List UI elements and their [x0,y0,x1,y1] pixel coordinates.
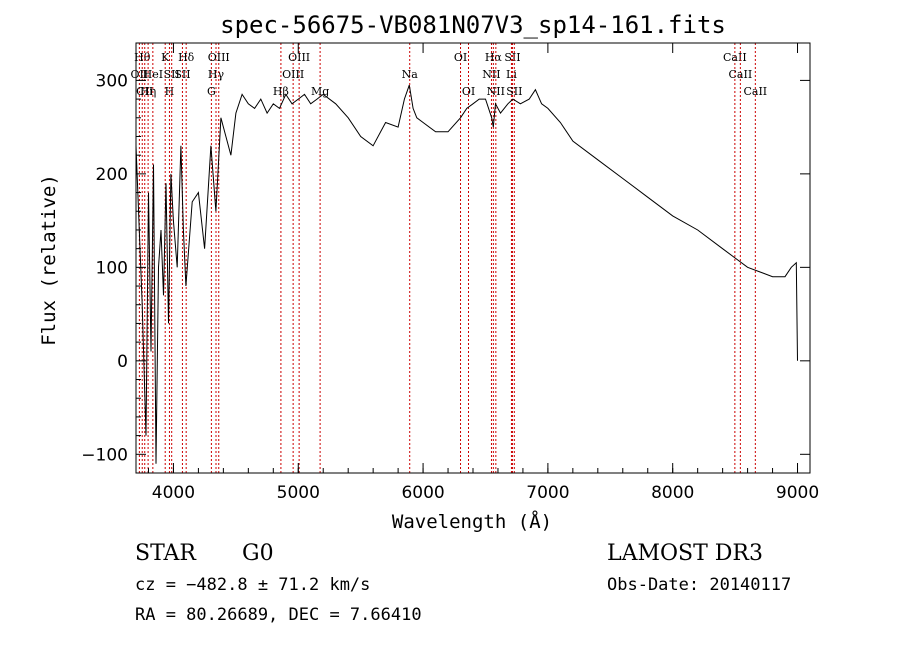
y-tick-label-4: 300 [96,71,128,91]
x-tick-label-5: 9000 [776,483,819,503]
line-label-23: Li [506,68,517,81]
y-tick-label-1: 0 [117,352,128,372]
y-tick-label-0: −100 [81,445,128,465]
x-tick-label-3: 7000 [526,483,569,503]
y-tick-label-3: 200 [96,165,128,185]
coordinates: RA = 80.26689, DEC = 7.66410 [135,605,422,625]
line-label-8: Hδ [178,51,195,64]
line-label-3: Hη [140,85,156,98]
spectrum-series-line [135,84,798,464]
line-label-21: Hα [485,51,503,64]
y-axis-label: Flux (relative) [38,174,60,346]
line-label-6: H [165,85,175,98]
line-label-25: SII [506,85,522,98]
line-label-1: OII [131,68,149,81]
x-tick-label-1: 5000 [277,483,320,503]
chart-title: spec-56675-VB081N07V3_sp14-161.fits [220,11,726,39]
line-label-7: SII [164,68,180,81]
redshift-velocity: cz = −482.8 ± 71.2 km/s [135,575,370,595]
y-tick-label-2: 100 [96,258,128,278]
x-tick-label-0: 4000 [152,483,195,503]
x-tick-label-2: 6000 [401,483,444,503]
line-label-18: OI [454,51,467,64]
line-label-10: G [207,85,216,98]
line-label-17: Na [402,68,419,81]
plot-frame [135,42,811,474]
line-label-13: Hβ [273,85,289,98]
line-label-22: NII [487,85,505,98]
line-label-26: CaII [723,51,747,64]
line-label-16: Mg [311,85,329,98]
line-label-5: K [161,51,170,64]
line-label-0: Hθ [134,51,151,64]
line-label-27: CaII [729,68,753,81]
survey-name: LAMOST DR3 [607,541,763,566]
line-label-9: SII [174,68,190,81]
line-label-14: OIII [282,68,304,81]
line-label-4: HeI [143,68,163,81]
line-label-15: OIII [288,51,310,64]
line-label-2: CII [136,85,153,98]
axis-ticks: 4000 5000 6000 7000 8000 9000 −100 0 100 200 300 [81,43,819,503]
line-label-24: SII [504,51,520,64]
line-label-19: OI [462,85,475,98]
observation-date: Obs-Date: 20140117 [607,575,791,595]
x-tick-label-4: 8000 [651,483,694,503]
line-label-11: Hγ [208,68,225,81]
x-axis-label: Wavelength (Å) [392,510,552,533]
object-subclass: G0 [242,541,274,566]
object-class: STAR [135,541,197,566]
line-label-12: OIII [208,51,230,64]
line-label-20: NII [482,68,500,81]
line-label-28: CaII [743,85,767,98]
